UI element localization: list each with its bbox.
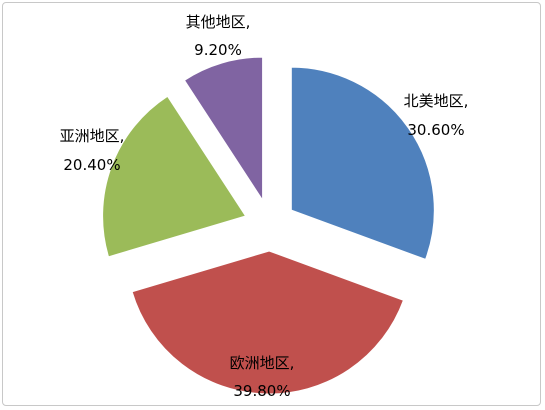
label-north-america-value: 30.60%	[407, 121, 464, 139]
label-other-name: 其他地区,	[186, 13, 251, 31]
label-other-value: 9.20%	[194, 41, 242, 59]
label-asia-value: 20.40%	[63, 156, 120, 174]
pie-slice-north-america	[290, 66, 435, 261]
label-europe-value: 39.80%	[233, 382, 290, 400]
pie-slices	[102, 56, 435, 395]
label-north-america-name: 北美地区,	[404, 92, 469, 110]
pie-slice-other	[183, 56, 264, 202]
pie-slice-asia	[102, 95, 247, 258]
pie-slice-europe	[131, 250, 405, 395]
label-europe-name: 欧洲地区,	[230, 354, 295, 372]
label-asia-name: 亚洲地区,	[60, 127, 125, 145]
slice-labels: 北美地区, 30.60% 欧洲地区, 39.80% 亚洲地区, 20.40% 其…	[60, 13, 469, 400]
